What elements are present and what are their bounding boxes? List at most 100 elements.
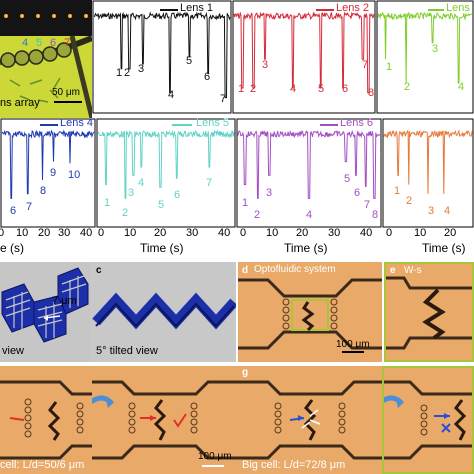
plot-frame bbox=[92, 0, 232, 114]
x-tick: 10 bbox=[266, 227, 279, 239]
peak-label: 4 bbox=[444, 205, 451, 217]
trace-panel-lens4: Lens 4 6 7 8 9 10 0 10 20 30 40 e (s) bbox=[0, 118, 96, 256]
lens-number-6: 6 bbox=[50, 37, 57, 49]
x-tick: 10 bbox=[16, 227, 29, 239]
x-tick: 0 bbox=[240, 227, 247, 239]
legend-line-lens5 bbox=[172, 124, 192, 126]
peak-label: 2 bbox=[250, 83, 257, 95]
big-cell-after bbox=[382, 366, 474, 474]
trace-line bbox=[93, 11, 231, 99]
peak-label: 8 bbox=[40, 185, 47, 197]
trace-line bbox=[97, 129, 235, 199]
x-tick: 30 bbox=[328, 227, 341, 239]
peak-label: 1 bbox=[394, 185, 401, 197]
x-axis-title: Time (s) bbox=[422, 241, 466, 255]
zoom-illustration bbox=[386, 276, 472, 350]
legend-lens1: Lens 1 bbox=[180, 2, 214, 14]
x-tick: 40 bbox=[360, 227, 373, 239]
array-label: ns array bbox=[0, 97, 40, 109]
peak-label: 6 bbox=[342, 83, 349, 95]
trace-lens2 bbox=[232, 0, 376, 114]
optofluidic-label: Optofluidic system bbox=[254, 264, 336, 275]
lattice-structure bbox=[1, 267, 89, 343]
panel-b-structure: 7 μm view bbox=[0, 262, 90, 362]
legend-lens6: Lens 6 bbox=[340, 118, 374, 129]
peak-label: 1 bbox=[238, 83, 245, 95]
trace-lens6 bbox=[236, 118, 382, 228]
fluorescent-dots bbox=[4, 14, 88, 20]
legend-lens4: Lens 4 bbox=[60, 118, 94, 129]
peak-label: 4 bbox=[290, 83, 297, 95]
panel-letter-c: c bbox=[96, 265, 102, 276]
peak-label: 5 bbox=[158, 199, 165, 211]
lens-number-7: 7 bbox=[64, 37, 71, 49]
trace-lens3 bbox=[376, 0, 474, 114]
cell-trap-after bbox=[92, 380, 238, 467]
x-tick: 20 bbox=[154, 227, 167, 239]
x-axis-title: Time (s) bbox=[140, 241, 184, 255]
peak-label: 3 bbox=[138, 63, 145, 75]
trace-line bbox=[237, 129, 381, 199]
panel-g-before: g Big cell: L/d=72/8 μm bbox=[238, 366, 382, 474]
peak-label: 1 bbox=[386, 61, 393, 73]
trace-panel-lens1: Lens 1 1 2 3 4 5 6 7 bbox=[92, 0, 232, 118]
plot-frame bbox=[376, 0, 474, 114]
peak-label: 10 bbox=[68, 169, 81, 181]
big-cell-before bbox=[238, 380, 382, 460]
fiber-lens-chain bbox=[0, 35, 92, 118]
dark-strip bbox=[0, 0, 92, 36]
legend-line-lens3 bbox=[428, 9, 444, 11]
peak-label: 1 bbox=[104, 197, 111, 209]
peak-label: 2 bbox=[124, 67, 131, 79]
big-cell-label: Big cell: L/d=72/8 μm bbox=[242, 459, 346, 471]
peak-label: 7 bbox=[362, 59, 369, 71]
peak-label: 6 bbox=[204, 71, 211, 83]
peak-label: 4 bbox=[138, 177, 145, 189]
dimension-label: 7 μm bbox=[52, 295, 77, 307]
x-tick: 20 bbox=[38, 227, 51, 239]
trace-line bbox=[377, 11, 473, 84]
peak-label: 4 bbox=[458, 81, 465, 93]
lens-array-micrograph: 4 5 6 7 ns array 50 μm bbox=[0, 0, 92, 118]
tilted-view-label: 5° tilted view bbox=[96, 345, 158, 357]
trace-line bbox=[233, 11, 375, 94]
scale-bar-label: 100 μm bbox=[198, 451, 232, 462]
trace-panel-lens2: Lens 2 1 2 3 4 5 6 7 8 bbox=[232, 0, 376, 118]
panel-f-after: 100 μm bbox=[92, 366, 238, 474]
peak-label: 3 bbox=[432, 43, 439, 55]
peak-label: 7 bbox=[26, 201, 33, 213]
lens-number-5: 5 bbox=[36, 37, 43, 49]
panel-letter-g: g bbox=[242, 367, 249, 378]
legend-line-lens1 bbox=[160, 9, 178, 11]
peak-label: 2 bbox=[404, 81, 411, 93]
x-tick: 40 bbox=[80, 227, 93, 239]
peak-label: 8 bbox=[372, 209, 379, 221]
x-tick: 20 bbox=[296, 227, 309, 239]
peak-label: 6 bbox=[10, 205, 17, 217]
plot-frame bbox=[232, 0, 376, 114]
peak-label: 3 bbox=[128, 187, 135, 199]
trace-panel-lens3: Lens 1 2 3 4 bbox=[376, 0, 474, 118]
lens-number-4: 4 bbox=[22, 37, 29, 49]
trace-panel-lens6: Lens 6 1 2 3 4 5 6 7 8 0 10 20 30 40 Tim… bbox=[236, 118, 382, 256]
legend-lens2: Lens 2 bbox=[336, 2, 370, 14]
scale-bar-label: 50 μm bbox=[52, 87, 80, 98]
peak-label: 3 bbox=[428, 205, 435, 217]
panel-f-before: cell: L/d=50/6 μm bbox=[0, 366, 92, 474]
peak-label: 8 bbox=[368, 87, 375, 99]
panel-e-zoom: e W-s bbox=[384, 262, 474, 362]
peak-label: 1 bbox=[242, 197, 249, 209]
x-tick: 0 bbox=[98, 227, 105, 239]
legend-line-lens2 bbox=[316, 9, 334, 11]
panel-g-after bbox=[382, 366, 474, 474]
legend-lens5: Lens 5 bbox=[196, 118, 230, 129]
peak-label: 4 bbox=[306, 209, 313, 221]
x-tick: 30 bbox=[58, 227, 71, 239]
channel-illustration bbox=[238, 278, 382, 353]
trace-lens1 bbox=[92, 0, 232, 114]
peak-label: 5 bbox=[344, 173, 351, 185]
trace-lens7 bbox=[382, 118, 474, 228]
trace-line bbox=[383, 129, 473, 194]
x-tick: 0 bbox=[0, 227, 5, 239]
peak-label: 6 bbox=[354, 187, 361, 199]
